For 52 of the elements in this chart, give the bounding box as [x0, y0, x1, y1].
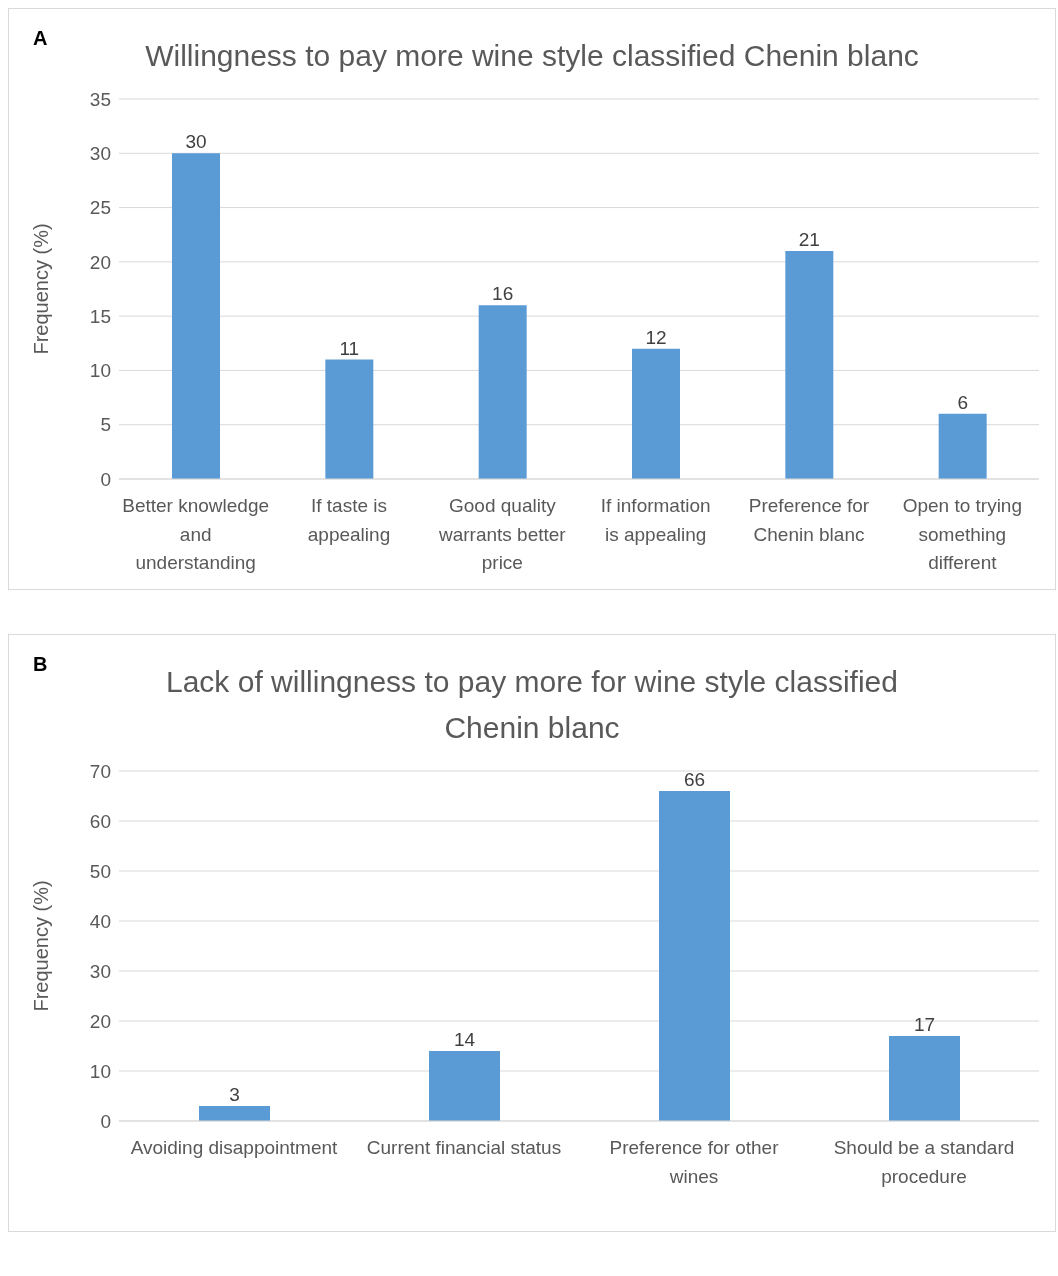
y-tick-label: 25 — [89, 197, 111, 219]
x-tick-label: Good quality warrants better price — [437, 495, 567, 574]
y-tick-label: 10 — [89, 1060, 111, 1082]
y-tick-label: 70 — [89, 760, 111, 782]
data-label: 14 — [453, 1029, 476, 1050]
y-tick-label: 20 — [89, 251, 111, 273]
bar — [785, 251, 834, 479]
data-label: 3 — [229, 1084, 240, 1105]
y-tick-label: 0 — [100, 468, 111, 490]
data-label: 66 — [683, 769, 706, 790]
y-tick-label: 35 — [89, 88, 111, 110]
y-tick-label: 60 — [89, 810, 111, 832]
x-tick-label: If information is appealing — [600, 495, 711, 545]
bar — [478, 305, 527, 479]
x-tick-label: Better knowledge and understanding — [122, 495, 270, 574]
data-label: 16 — [492, 283, 514, 305]
data-label: 12 — [645, 326, 667, 348]
y-tick-label: 30 — [89, 960, 111, 982]
text: A — [33, 27, 48, 50]
y-tick-label: 0 — [100, 1110, 111, 1132]
x-tick-label: Avoiding disappointment — [130, 1137, 339, 1159]
chart-title: Lack of willingness to pay more for wine style classified Chenin blanc — [165, 664, 899, 746]
y-tick-label: 50 — [89, 860, 111, 882]
y-tick-label: 10 — [89, 360, 111, 382]
data-label: 21 — [798, 229, 820, 250]
x-tick-label: Open to trying something different — [902, 495, 1023, 574]
x-tick-label: Current financial status — [366, 1137, 562, 1159]
y-axis-title: Frequency (%) — [30, 880, 53, 1012]
y-tick-label: 30 — [89, 143, 111, 165]
y-tick-label: 5 — [100, 414, 111, 436]
x-tick-label: Preference for other wines — [609, 1137, 780, 1187]
bar — [938, 413, 987, 479]
y-tick-label: 20 — [89, 1010, 111, 1032]
x-tick-label: Preference for Chenin blanc — [748, 495, 870, 545]
data-label: 17 — [913, 1014, 936, 1035]
y-tick-label: 15 — [89, 305, 111, 327]
y-tick-label: 40 — [89, 910, 111, 932]
bar — [429, 1051, 500, 1121]
bar — [889, 1036, 960, 1121]
bar — [199, 1106, 270, 1121]
text: B — [33, 653, 48, 676]
data-label: 30 — [185, 131, 207, 153]
data-label: 6 — [957, 391, 968, 413]
bar — [325, 359, 374, 479]
data-label: 11 — [339, 337, 360, 359]
bar — [172, 153, 220, 479]
x-tick-label: Should be a standard procedure — [833, 1137, 1015, 1187]
y-axis-title: Frequency (%) — [30, 223, 53, 355]
bar — [659, 791, 730, 1121]
x-tick-label: If taste is appealing — [307, 495, 391, 545]
chart-title: Willingness to pay more wine style classified Chenin blanc — [144, 38, 920, 74]
bar — [632, 348, 680, 479]
